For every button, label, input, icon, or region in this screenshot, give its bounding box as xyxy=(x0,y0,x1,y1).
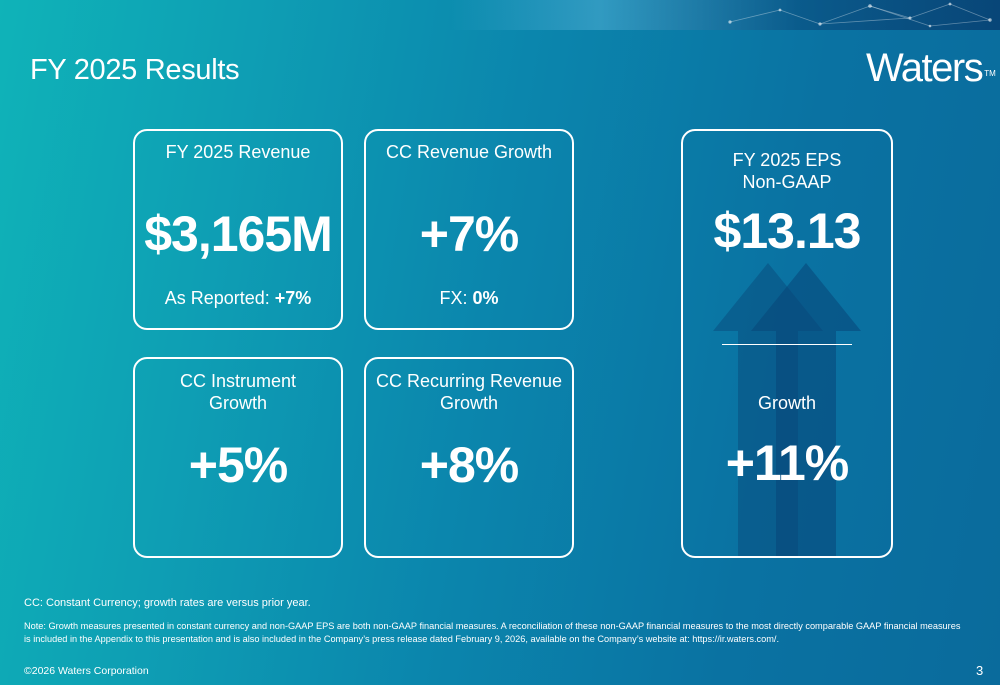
cc-footnote: CC: Constant Currency; growth rates are … xyxy=(24,597,311,609)
revenue-value: $3,165M xyxy=(144,206,333,262)
revenue-label: FY 2025 Revenue xyxy=(165,142,311,162)
eps-growth-value: +11% xyxy=(725,435,850,491)
network-graphic xyxy=(728,2,992,28)
cc-instrument-growth-label: CC Instrument Growth xyxy=(179,371,297,413)
top-banner xyxy=(0,0,1000,30)
revenue-as-reported: As Reported: +7% xyxy=(135,287,341,309)
eps-divider xyxy=(722,344,852,345)
cc-revenue-growth-card: CC Revenue Growth +7% FX: 0% xyxy=(364,129,574,330)
cc-recurring-revenue-growth-card: CC Recurring Revenue Growth +8% xyxy=(364,357,574,558)
eps-value: $13.13 xyxy=(713,203,862,259)
cc-instrument-growth-card: CC Instrument Growth +5% xyxy=(133,357,343,558)
growth-arrows-icon xyxy=(713,263,861,556)
fx-impact: FX: 0% xyxy=(366,287,572,309)
waters-logo: Waters TM xyxy=(866,46,996,90)
non-gaap-note: Note: Growth measures presented in const… xyxy=(24,621,961,644)
cc-recurring-growth-value: +8% xyxy=(419,437,519,493)
revenue-card: FY 2025 Revenue $3,165M As Reported: +7% xyxy=(133,129,343,330)
slide-title: FY 2025 Results xyxy=(30,54,240,86)
as-reported-label: As Reported: xyxy=(164,288,270,308)
page-number: 3 xyxy=(976,663,984,678)
as-reported-value: +7% xyxy=(274,288,312,308)
copyright: ©2026 Waters Corporation xyxy=(24,665,149,677)
cc-recurring-growth-label: CC Recurring Revenue Growth xyxy=(375,371,563,413)
cc-revenue-growth-label: CC Revenue Growth xyxy=(385,142,553,162)
fx-label: FX: xyxy=(439,288,468,308)
cc-instrument-growth-value: +5% xyxy=(188,437,288,493)
eps-card: FY 2025 EPS Non-GAAP $13.13 Growth +11% xyxy=(681,129,893,558)
fx-value: 0% xyxy=(472,288,499,308)
cc-revenue-growth-value: +7% xyxy=(419,206,519,262)
logo-trademark: TM xyxy=(984,69,996,78)
eps-label: FY 2025 EPS Non-GAAP xyxy=(732,150,842,192)
eps-growth-label: Growth xyxy=(757,393,817,413)
logo-text: Waters xyxy=(866,46,984,90)
